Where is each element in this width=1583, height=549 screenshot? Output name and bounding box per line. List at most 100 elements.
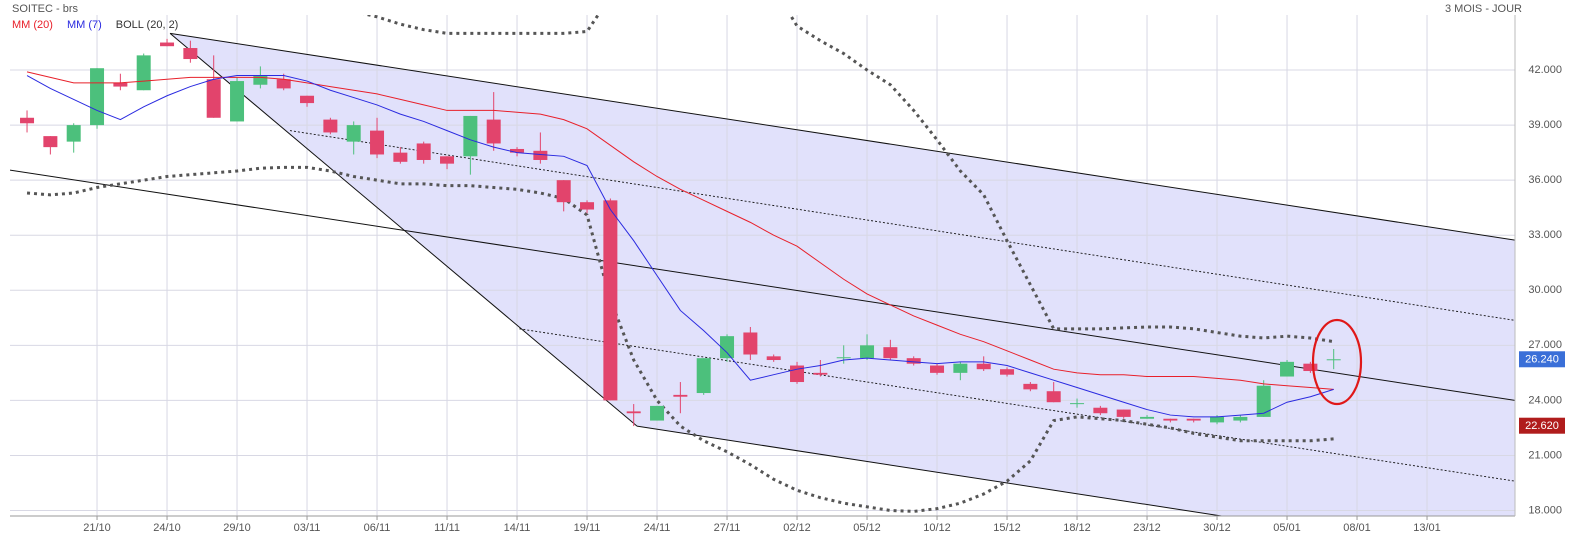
candle-body bbox=[1046, 391, 1061, 403]
x-tick-label: 13/01 bbox=[1413, 522, 1441, 534]
chart-subtitle: 3 MOIS - JOUR bbox=[1445, 3, 1522, 15]
candle-body bbox=[1116, 409, 1131, 417]
candle-body bbox=[1233, 416, 1248, 421]
candle-body bbox=[1163, 418, 1178, 421]
trend-line bbox=[289, 130, 1515, 321]
x-tick-label: 14/11 bbox=[504, 522, 531, 534]
axes: 18.000 21.000 24.000 27.000 30.000 33.000 36.0… bbox=[83, 64, 1565, 534]
candle-body bbox=[906, 358, 921, 364]
candle-body bbox=[90, 68, 105, 126]
candle-body bbox=[766, 356, 781, 361]
candle-body bbox=[673, 394, 688, 397]
candle-body bbox=[1303, 363, 1318, 372]
y-tick-label: 42.000 bbox=[1528, 64, 1562, 76]
price-badge-label: 26.240 bbox=[1525, 354, 1559, 366]
price-badge-label: 22.620 bbox=[1525, 420, 1559, 432]
moving-average bbox=[26, 75, 1334, 418]
candle-body bbox=[1326, 359, 1341, 361]
bollinger-band bbox=[26, 165, 1334, 513]
candle-body bbox=[416, 143, 431, 160]
candle-body bbox=[486, 119, 501, 144]
candle-body bbox=[580, 202, 595, 210]
candle-body bbox=[860, 345, 875, 359]
candle-body bbox=[650, 405, 665, 421]
trend-line bbox=[636, 425, 1225, 516]
y-tick-label: 33.000 bbox=[1528, 229, 1562, 241]
x-tick-label: 11/11 bbox=[434, 522, 460, 534]
y-tick-label: 18.000 bbox=[1528, 504, 1562, 516]
x-tick-label: 24/10 bbox=[153, 522, 181, 534]
bollinger-band bbox=[362, 15, 1334, 344]
candle-body bbox=[696, 358, 711, 394]
x-tick-label: 23/12 bbox=[1133, 522, 1161, 534]
candle-body bbox=[20, 117, 35, 124]
candle-body bbox=[346, 125, 361, 142]
candle-body bbox=[1186, 418, 1201, 421]
candle-body bbox=[136, 55, 151, 91]
candle-body bbox=[930, 365, 945, 373]
trend-line bbox=[169, 32, 638, 427]
x-tick-label: 21/10 bbox=[83, 522, 111, 534]
chart-title: SOITEC - brs bbox=[12, 3, 79, 15]
candle-body bbox=[206, 79, 221, 118]
legend-entry: MM (7) bbox=[67, 19, 102, 31]
candle-body bbox=[300, 95, 315, 104]
candle-body bbox=[160, 42, 175, 47]
candle-body bbox=[230, 81, 245, 122]
candle-body bbox=[440, 156, 455, 164]
trend-line bbox=[169, 32, 1515, 241]
candle-body bbox=[276, 79, 291, 89]
x-tick-label: 10/12 bbox=[923, 522, 951, 534]
candle-body bbox=[836, 357, 851, 359]
channel-fill bbox=[170, 33, 1515, 516]
candle-body bbox=[953, 363, 968, 373]
x-tick-label: 02/12 bbox=[783, 522, 811, 534]
x-tick-label: 29/10 bbox=[223, 522, 251, 534]
candle-body bbox=[463, 115, 478, 157]
y-tick-label: 21.000 bbox=[1528, 449, 1562, 461]
plot-area bbox=[10, 15, 1515, 516]
x-tick-label: 03/11 bbox=[294, 522, 321, 534]
candle-body bbox=[393, 152, 408, 162]
highlight-circle bbox=[1311, 318, 1363, 406]
candle-body bbox=[323, 119, 338, 133]
y-tick-label: 30.000 bbox=[1528, 284, 1562, 296]
x-tick-label: 06/11 bbox=[364, 522, 391, 534]
x-tick-label: 15/12 bbox=[993, 522, 1021, 534]
candle-body bbox=[253, 75, 268, 85]
candle-body bbox=[743, 332, 758, 355]
candle-body bbox=[533, 150, 548, 160]
candle-body bbox=[66, 125, 81, 142]
candle-body bbox=[1023, 383, 1038, 390]
x-tick-label: 05/12 bbox=[853, 522, 881, 534]
moving-average bbox=[26, 71, 1334, 390]
y-tick-label: 36.000 bbox=[1528, 174, 1562, 186]
candle-body bbox=[113, 82, 128, 87]
y-tick-label: 24.000 bbox=[1528, 394, 1562, 406]
y-tick-label: 27.000 bbox=[1528, 339, 1562, 351]
candle-body bbox=[1256, 385, 1271, 417]
candle-body bbox=[720, 336, 735, 359]
candle-body bbox=[813, 372, 828, 375]
candle-body bbox=[603, 200, 618, 401]
trend-line bbox=[10, 169, 1515, 401]
x-tick-label: 19/11 bbox=[574, 522, 601, 534]
legend-entry: BOLL (20, 2) bbox=[116, 19, 179, 31]
candle-body bbox=[1000, 369, 1015, 375]
x-tick-label: 08/01 bbox=[1343, 522, 1371, 534]
x-tick-label: 18/12 bbox=[1063, 522, 1091, 534]
x-tick-label: 05/01 bbox=[1273, 522, 1301, 534]
candle-body bbox=[510, 148, 525, 153]
candle-body bbox=[1140, 416, 1155, 419]
candle-body bbox=[1280, 361, 1295, 377]
y-tick-label: 39.000 bbox=[1528, 119, 1562, 131]
candle-body bbox=[370, 130, 385, 155]
candle-body bbox=[43, 136, 58, 148]
candle-body bbox=[183, 48, 198, 60]
candle-body bbox=[1210, 416, 1225, 423]
price-badge bbox=[1519, 417, 1565, 434]
candle-body bbox=[1093, 407, 1108, 414]
candle-body bbox=[1070, 403, 1085, 405]
